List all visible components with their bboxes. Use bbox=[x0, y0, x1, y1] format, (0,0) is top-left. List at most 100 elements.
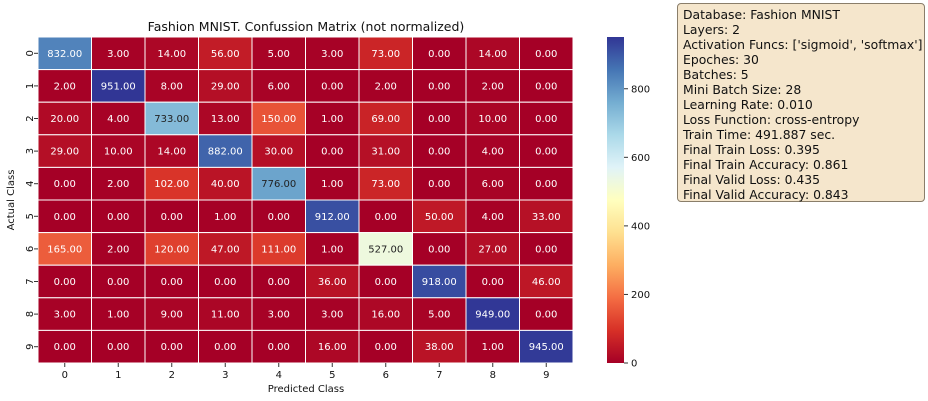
cell-value-label: 527.00 bbox=[368, 244, 403, 255]
cell-value-label: 912.00 bbox=[315, 212, 350, 223]
heatmap-cell bbox=[358, 36, 413, 71]
x-tick-label: 1 bbox=[115, 370, 121, 381]
cell-value-label: 0.00 bbox=[428, 179, 450, 190]
heatmap-cell bbox=[37, 166, 92, 201]
cell-value-label: 11.00 bbox=[211, 310, 240, 321]
cell-value-label: 0.00 bbox=[214, 277, 236, 288]
x-axis: 0 1 2 3 4 5 6 7 8 9 bbox=[62, 363, 549, 381]
cell-value-label: 2.00 bbox=[482, 81, 504, 92]
cell-value-label: 30.00 bbox=[264, 147, 293, 158]
cell-value-label: 4.00 bbox=[482, 147, 504, 158]
heatmap-cell bbox=[465, 134, 520, 168]
cell-value-label: 27.00 bbox=[478, 244, 507, 255]
info-line: Final Valid Accuracy: 0.843 bbox=[683, 187, 849, 202]
cell-value-label: 69.00 bbox=[371, 114, 400, 125]
x-tick-label: 5 bbox=[329, 370, 335, 381]
heatmap-cell bbox=[144, 69, 199, 103]
info-line: Train Time: 491.887 sec. bbox=[683, 127, 836, 142]
cell-value-label: 4.00 bbox=[107, 114, 129, 125]
heatmap-cell bbox=[251, 199, 306, 234]
heatmap-cell bbox=[519, 166, 574, 201]
cell-value-label: 14.00 bbox=[157, 147, 186, 158]
heatmap-cell bbox=[358, 232, 413, 266]
cell-value-label: 73.00 bbox=[371, 179, 400, 190]
heatmap-cell bbox=[198, 134, 253, 168]
x-tick-label: 3 bbox=[222, 370, 228, 381]
info-line: Database: Fashion MNIST bbox=[683, 7, 840, 22]
y-tick-label: 3 bbox=[25, 148, 36, 154]
cell-value-label: 1.00 bbox=[321, 244, 343, 255]
heatmap-cell bbox=[91, 166, 146, 201]
heatmap-cell bbox=[519, 329, 574, 364]
cell-value-label: 10.00 bbox=[104, 147, 133, 158]
cell-value-label: 13.00 bbox=[211, 114, 240, 125]
colorbar-tick-label: 600 bbox=[631, 153, 650, 164]
heatmap-cell bbox=[37, 199, 92, 234]
heatmap-cell bbox=[358, 264, 413, 299]
cell-value-label: 3.00 bbox=[107, 49, 129, 60]
cell-value-label: 0.00 bbox=[107, 342, 129, 353]
x-tick-label: 8 bbox=[490, 370, 496, 381]
cell-value-label: 0.00 bbox=[535, 49, 557, 60]
cell-value-label: 2.00 bbox=[375, 81, 397, 92]
x-axis-label: Predicted Class bbox=[268, 384, 344, 395]
chart-title: Fashion MNIST. Confussion Matrix (not no… bbox=[148, 19, 465, 34]
heatmap-cell bbox=[198, 166, 253, 201]
y-tick-label: 9 bbox=[25, 344, 36, 350]
heatmap-cell bbox=[465, 36, 520, 71]
y-axis-label: Actual Class bbox=[6, 170, 17, 231]
cell-value-label: 0.00 bbox=[321, 147, 343, 158]
cell-value-label: 0.00 bbox=[375, 342, 397, 353]
cell-value-label: 0.00 bbox=[428, 147, 450, 158]
cell-value-label: 5.00 bbox=[268, 49, 290, 60]
cell-value-label: 6.00 bbox=[268, 81, 290, 92]
cell-value-label: 0.00 bbox=[214, 342, 236, 353]
x-tick-label: 4 bbox=[276, 370, 282, 381]
cell-value-label: 0.00 bbox=[428, 81, 450, 92]
heatmap-cell bbox=[305, 134, 360, 168]
cell-value-label: 33.00 bbox=[532, 212, 561, 223]
heatmap-cell bbox=[519, 264, 574, 299]
cell-value-label: 733.00 bbox=[154, 114, 189, 125]
heatmap-cell bbox=[519, 134, 574, 168]
x-tick-label: 0 bbox=[62, 370, 68, 381]
cell-value-label: 918.00 bbox=[422, 277, 457, 288]
cell-value-label: 882.00 bbox=[208, 147, 243, 158]
cell-value-label: 0.00 bbox=[428, 49, 450, 60]
heatmap-cell bbox=[198, 199, 253, 234]
cell-value-label: 150.00 bbox=[261, 114, 296, 125]
heatmap-cell bbox=[91, 232, 146, 266]
cell-value-label: 1.00 bbox=[482, 342, 504, 353]
cell-value-label: 945.00 bbox=[529, 342, 564, 353]
x-tick-label: 7 bbox=[436, 370, 442, 381]
colorbar: 0 200 400 600 800 bbox=[607, 37, 650, 370]
cell-value-label: 832.00 bbox=[47, 49, 82, 60]
cell-value-label: 1.00 bbox=[107, 310, 129, 321]
info-line: Final Train Loss: 0.395 bbox=[683, 142, 820, 157]
heatmap-cell bbox=[37, 69, 92, 103]
heatmap-cell bbox=[358, 134, 413, 168]
cell-value-label: 3.00 bbox=[321, 310, 343, 321]
heatmap-cell bbox=[358, 101, 413, 136]
cell-value-label: 2.00 bbox=[107, 244, 129, 255]
cell-value-label: 36.00 bbox=[318, 277, 347, 288]
y-tick-label: 5 bbox=[25, 213, 36, 219]
heatmap-cell bbox=[91, 264, 146, 299]
info-line: Epoches: 30 bbox=[683, 52, 759, 67]
cell-value-label: 50.00 bbox=[425, 212, 454, 223]
cell-value-label: 40.00 bbox=[211, 179, 240, 190]
y-axis: 0 1 2 3 4 5 6 7 8 9 bbox=[25, 50, 38, 350]
heatmap-cell bbox=[251, 69, 306, 103]
cell-value-label: 0.00 bbox=[428, 244, 450, 255]
heatmap-cell bbox=[412, 166, 467, 201]
y-tick-label: 7 bbox=[25, 278, 36, 284]
cell-value-label: 0.00 bbox=[107, 212, 129, 223]
colorbar-tick-label: 800 bbox=[631, 84, 650, 95]
cell-value-label: 0.00 bbox=[535, 244, 557, 255]
heatmap-cell bbox=[251, 329, 306, 364]
heatmap-cell bbox=[198, 101, 253, 136]
heatmap-cell bbox=[91, 199, 146, 234]
heatmap-cell-labels: 832.00 3.00 14.00 56.00 5.00 3.00 73.00 0.00 14.… bbox=[47, 49, 564, 353]
info-line: Batches: 5 bbox=[683, 67, 749, 82]
